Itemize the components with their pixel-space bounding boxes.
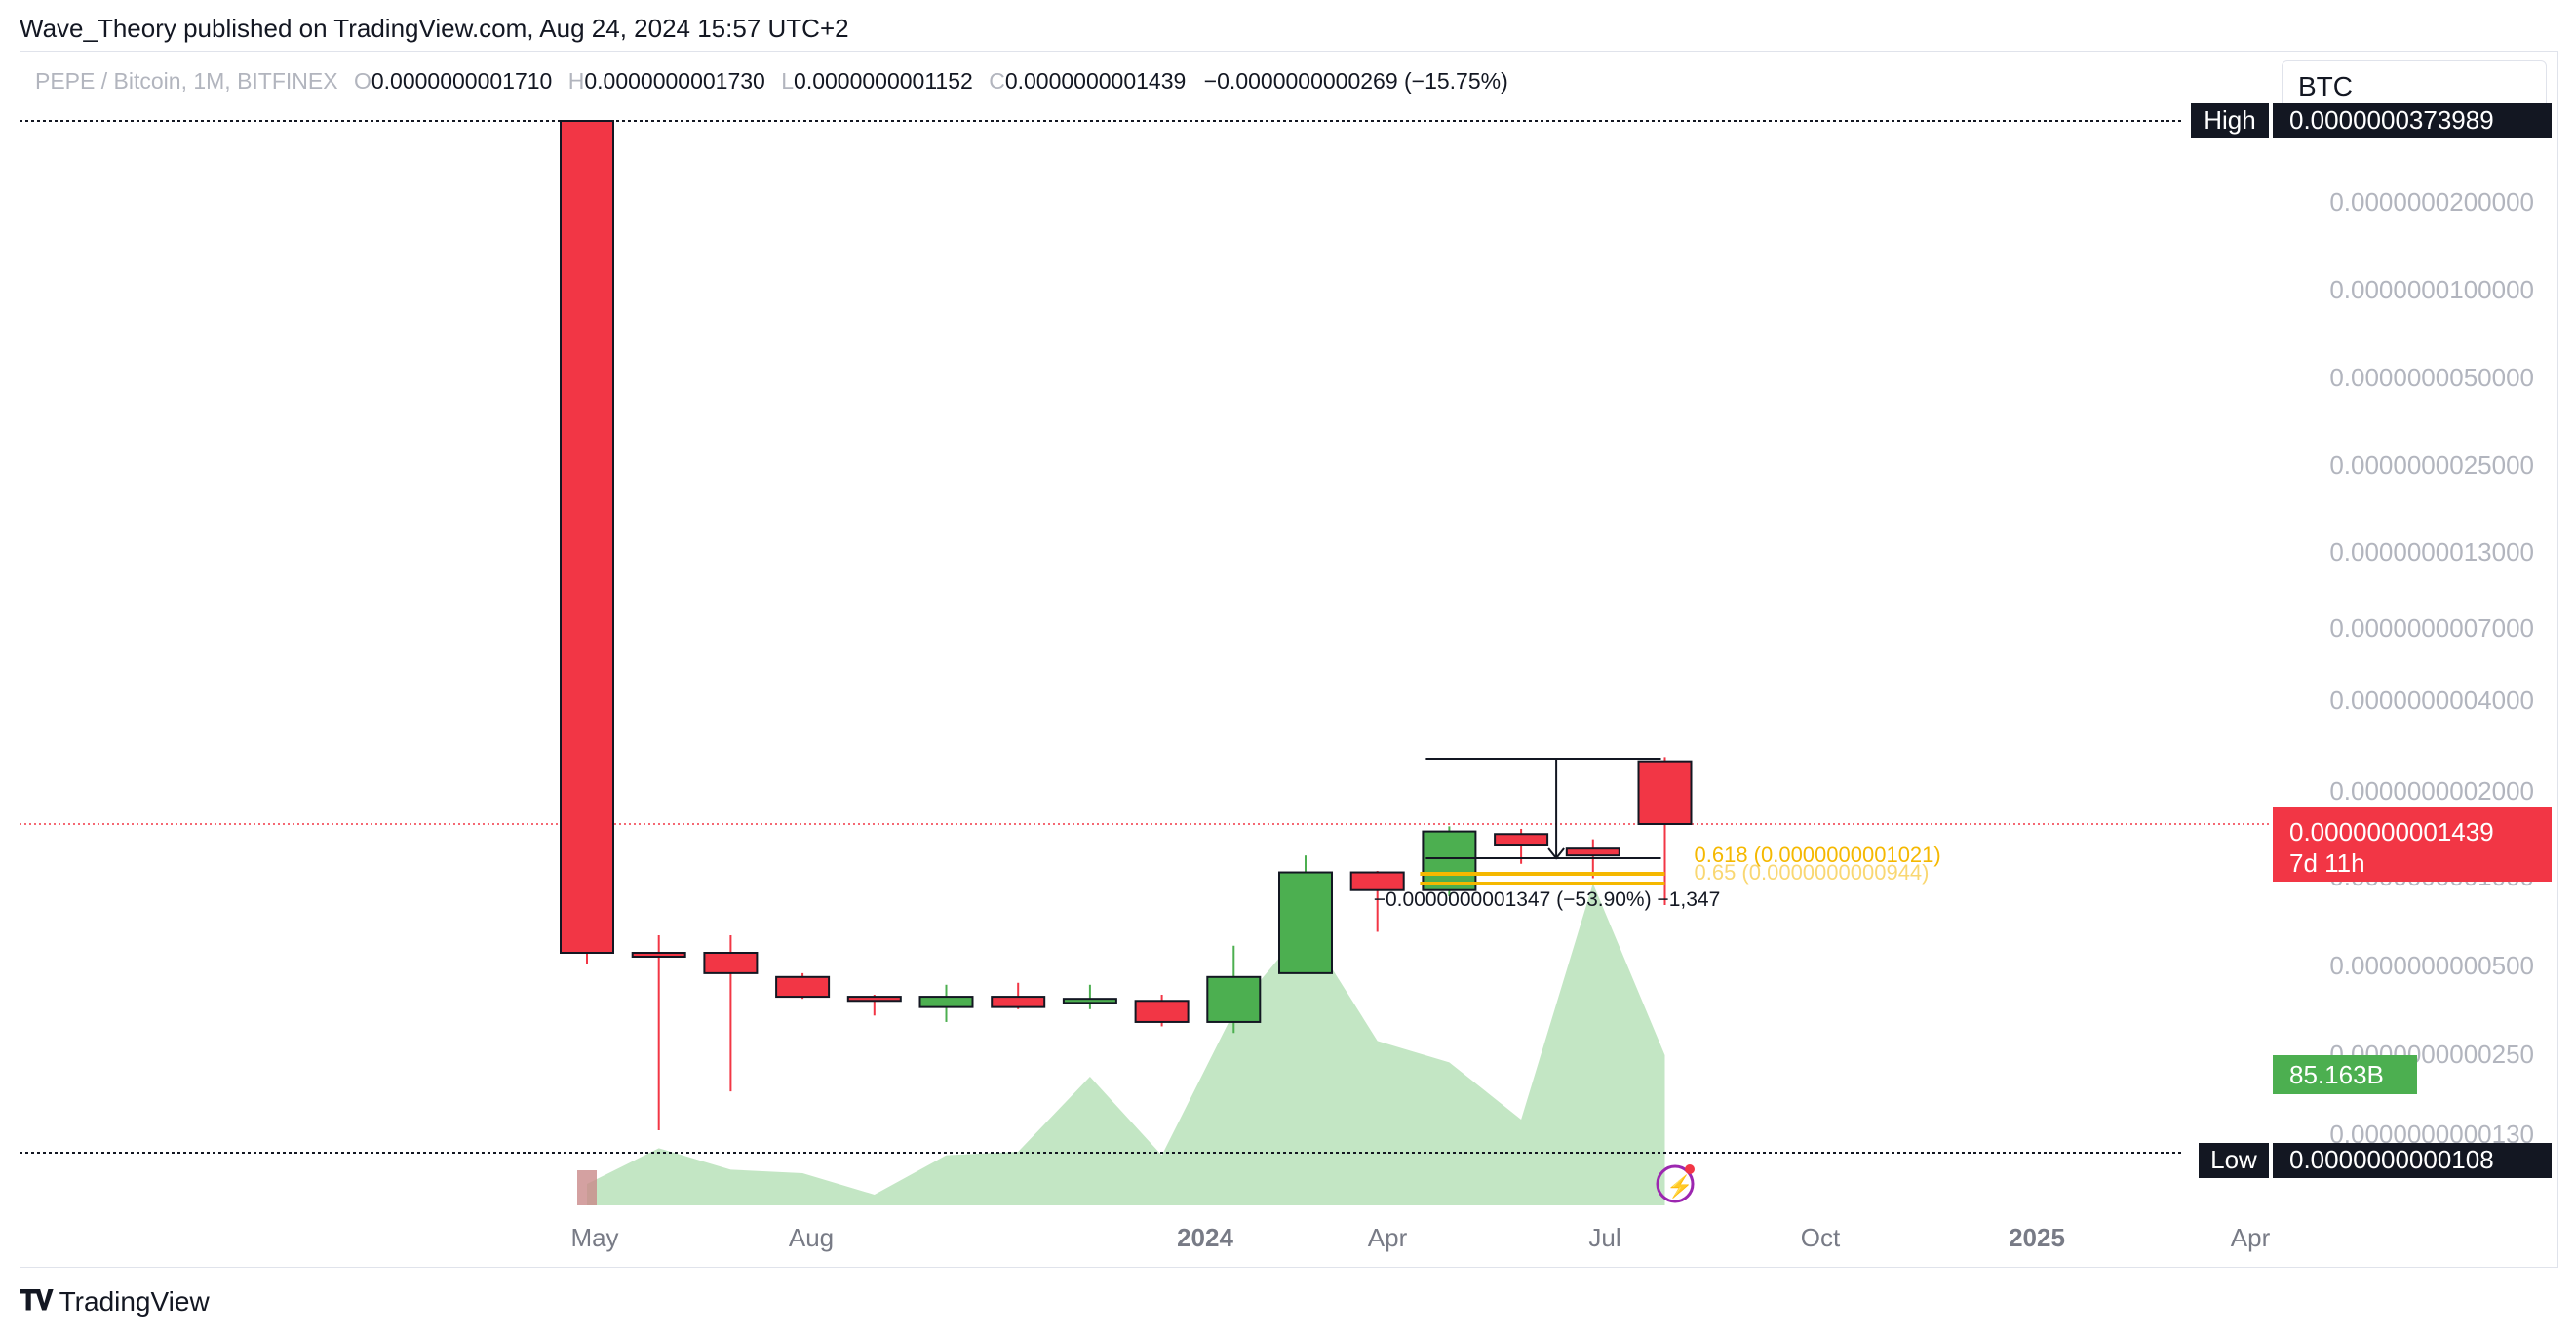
close-value: 0.0000000001439: [1004, 68, 1187, 94]
volume-value-label: 85.163B: [2289, 1060, 2384, 1089]
candle-body: [1565, 847, 1620, 857]
alert-icon: [1656, 1164, 1695, 1203]
candle[interactable]: [1349, 871, 1405, 932]
change-value: −0.0000000000269 (−15.75%): [1203, 68, 1508, 94]
candle[interactable]: [846, 994, 902, 1016]
low-value: 0.0000000001152: [794, 68, 973, 94]
x-tick-label: 2025: [2009, 1223, 2065, 1252]
y-tick-label: 0.0000000002000: [2329, 776, 2534, 806]
candle-body: [846, 996, 902, 1003]
candle[interactable]: [991, 982, 1046, 1009]
x-tick-label: May: [570, 1223, 618, 1252]
candle[interactable]: [1637, 757, 1693, 905]
candle-body: [918, 996, 974, 1008]
volume-area: [587, 884, 1665, 1205]
y-tick-label: 0.0000000025000: [2329, 451, 2534, 480]
candle-body: [991, 996, 1046, 1008]
last-price-label: 0.0000000001439: [2289, 817, 2494, 846]
candle[interactable]: [703, 934, 759, 1092]
alert-bolt-icon: ⚡: [1666, 1174, 1693, 1200]
countdown-label: 7d 11h: [2289, 848, 2365, 878]
high-label: H: [567, 68, 585, 94]
candle-body: [631, 952, 686, 958]
y-tick-label: 0.0000000100000: [2329, 275, 2534, 304]
y-tick-label: 0.0000000050000: [2329, 363, 2534, 392]
candle-body: [703, 952, 759, 974]
x-tick-label: Oct: [1801, 1223, 1841, 1252]
volume-layer: [577, 884, 1665, 1205]
open-label: O: [353, 68, 371, 94]
publisher-header: Wave_Theory published on TradingView.com…: [20, 14, 849, 43]
candle[interactable]: [1062, 984, 1117, 1009]
candle-body: [1637, 760, 1693, 826]
candle-body: [1278, 871, 1333, 974]
candles-layer: [560, 120, 1693, 1130]
candle[interactable]: [1422, 826, 1477, 896]
y-tick-label: 0.0000000013000: [2329, 537, 2534, 567]
y-tick-label: 0.0000000000500: [2329, 951, 2534, 980]
x-tick-label: Jul: [1588, 1223, 1620, 1252]
candle[interactable]: [918, 984, 974, 1022]
price-chart[interactable]: 0.618 (0.0000000001021)0.65 (0.000000000…: [0, 0, 2576, 1268]
candle-body: [1062, 998, 1117, 1004]
x-tick-label: Apr: [1368, 1223, 1408, 1252]
ohlc-legend: PEPE / Bitcoin, 1M, BITFINEX O0.00000000…: [35, 68, 1508, 95]
reference-lines: [20, 120, 2272, 1154]
tradingview-brand[interactable]: 𝐓𝐕 TradingView: [20, 1285, 210, 1318]
candle-body: [1494, 833, 1549, 846]
volume-value-box: [2273, 1055, 2417, 1094]
open-value: 0.0000000001710: [371, 68, 553, 94]
alert-dot-icon: [1685, 1164, 1695, 1174]
tradingview-logo-icon: 𝐓𝐕: [20, 1285, 54, 1316]
high-value-box: [2273, 103, 2552, 138]
candle[interactable]: [1278, 855, 1333, 974]
currency-selector[interactable]: BTC: [2282, 60, 2547, 111]
candle[interactable]: [631, 934, 686, 1130]
last-price-box: [2273, 807, 2552, 882]
fib-level-label: 0.618 (0.0000000001021): [1695, 843, 1941, 867]
candle-body: [560, 120, 614, 954]
first-volume-bar: [577, 1170, 597, 1205]
fib-level-label: 0.65 (0.0000000000944): [1695, 860, 1930, 885]
low-label: L: [781, 68, 795, 94]
high-value-label: 0.0000000373989: [2289, 105, 2494, 135]
high-tag-label: High: [2204, 105, 2255, 135]
high-value: 0.0000000001730: [584, 68, 765, 94]
candle-body: [1422, 830, 1477, 891]
low-value-box: [2273, 1143, 2552, 1178]
drawings-layer: 0.618 (0.0000000001021)0.65 (0.000000000…: [1374, 758, 1941, 1203]
candle[interactable]: [775, 972, 831, 1000]
low-value-label: 0.0000000000108: [2289, 1145, 2494, 1174]
close-label: C: [989, 68, 1005, 94]
y-tick-label: 0.0000000200000: [2329, 187, 2534, 216]
candle[interactable]: [1206, 945, 1262, 1034]
low-tag-box: [2199, 1143, 2269, 1178]
high-tag-box: [2191, 103, 2269, 138]
x-tick-label: 2024: [1177, 1223, 1233, 1252]
candle-body: [1349, 871, 1405, 891]
symbol-label[interactable]: PEPE / Bitcoin, 1M, BITFINEX: [35, 68, 338, 94]
measure-arrowhead: [1547, 847, 1565, 860]
low-tag-label: Low: [2210, 1145, 2257, 1174]
candle-body: [1134, 1000, 1190, 1023]
candle-body: [775, 975, 831, 999]
measure-label: −0.0000000001347 (−53.90%) −1,347: [1374, 888, 1721, 911]
brand-label: TradingView: [59, 1285, 210, 1317]
x-tick-label: Aug: [789, 1223, 834, 1252]
y-tick-label: 0.0000000007000: [2329, 613, 2534, 643]
chart-frame: [20, 51, 2558, 1268]
candle[interactable]: [1134, 994, 1190, 1027]
candle-body: [1206, 975, 1262, 1023]
candle[interactable]: [560, 120, 614, 964]
y-tick-label: 0.0000000004000: [2329, 686, 2534, 715]
x-tick-label: Apr: [2231, 1223, 2271, 1252]
